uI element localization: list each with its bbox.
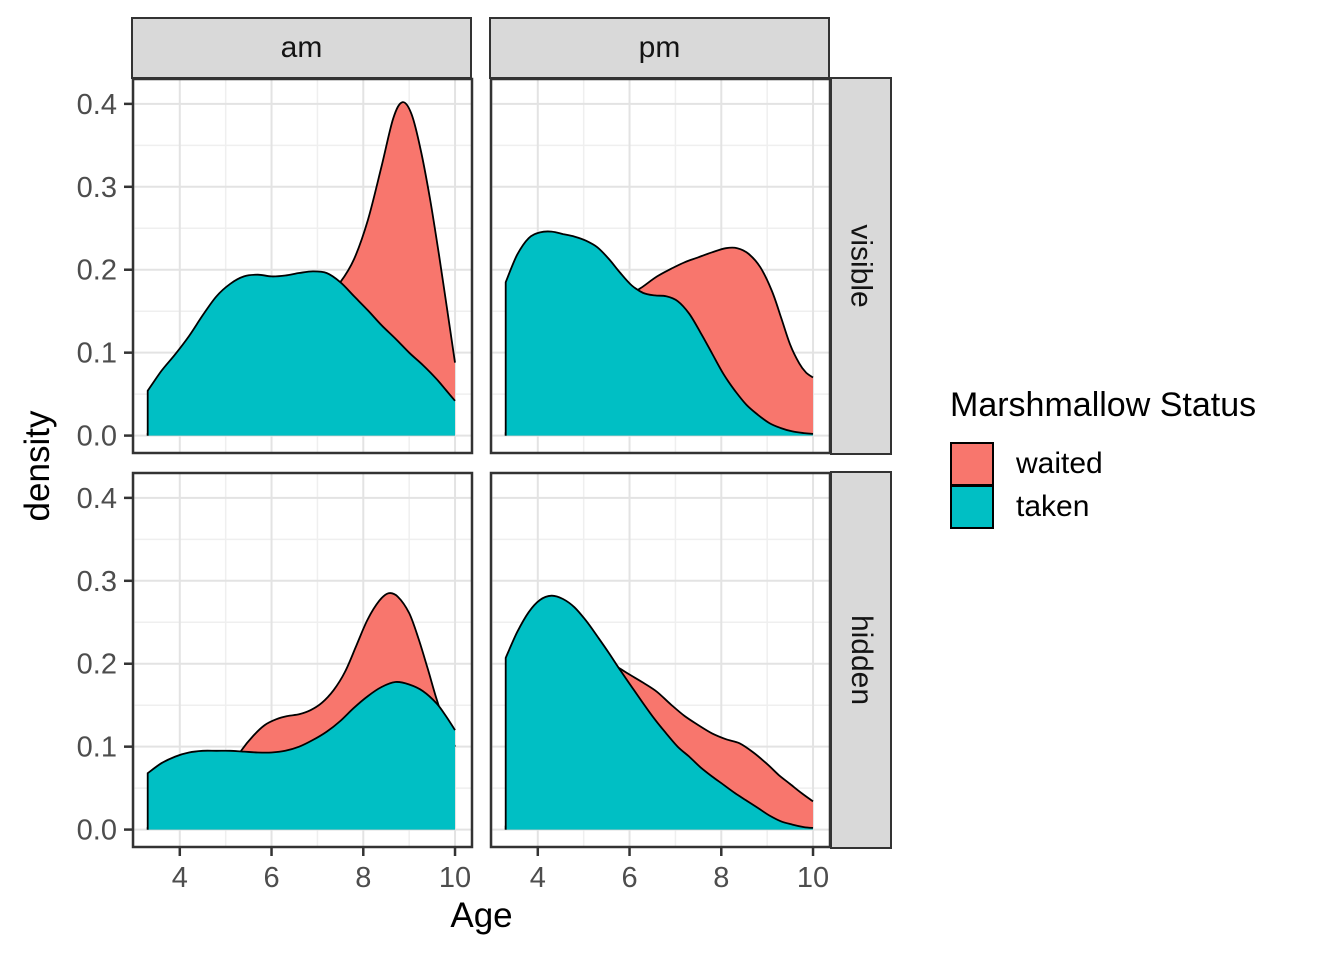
facet-strip-am: am: [131, 17, 472, 79]
y-tick-label: 0.4: [77, 483, 117, 515]
y-tick-label: 0.4: [77, 89, 117, 121]
x-tick-label: 6: [263, 862, 279, 894]
legend-item-waited: waited: [950, 441, 1256, 486]
y-tick-label: 0.3: [77, 172, 117, 204]
density-area-taken: [505, 595, 813, 830]
x-tick-label: 10: [439, 862, 471, 894]
y-tick-label: 0.0: [77, 815, 117, 847]
y-axis-title: density: [18, 410, 57, 522]
density-outline-taken: [146, 681, 456, 830]
y-tick-label: 0.3: [77, 566, 117, 598]
density-outline-taken: [146, 270, 456, 436]
facet-strip-hidden-label: hidden: [845, 614, 878, 706]
legend-label-waited: waited: [1016, 446, 1103, 480]
legend-title: Marshmallow Status: [950, 386, 1257, 424]
facet-strip-pm-label: pm: [638, 31, 681, 64]
x-axis-title: Age: [450, 896, 513, 935]
x-tick-label: 4: [172, 862, 188, 894]
y-tick-label: 0.2: [77, 649, 117, 681]
facet-strip-visible: visible: [830, 77, 892, 455]
legend: Marshmallow Status waited taken: [950, 386, 1257, 529]
legend-label-taken: taken: [1016, 489, 1090, 523]
facet-strip-pm: pm: [489, 17, 830, 79]
x-tick-label: 4: [530, 862, 546, 894]
panel-border: [131, 471, 474, 849]
density-outline-taken: [504, 594, 814, 830]
legend-swatch-taken: [950, 484, 994, 529]
legend-swatch-waited: [950, 441, 994, 486]
density-area-taken: [147, 681, 455, 830]
density-outline-taken: [504, 230, 814, 436]
y-tick-label: 0.0: [77, 421, 117, 453]
y-tick-label: 0.2: [77, 255, 117, 287]
x-tick-label: 8: [713, 862, 729, 894]
legend-item-taken: taken: [950, 484, 1256, 529]
density-area-taken: [505, 231, 813, 436]
y-tick-label: 0.1: [77, 732, 117, 764]
y-tick-label: 0.1: [77, 338, 117, 370]
facet-strip-am-label: am: [280, 31, 323, 64]
density-area-taken: [147, 271, 455, 436]
panel-border: [131, 77, 474, 455]
x-tick-label: 8: [355, 862, 371, 894]
x-tick-label: 6: [621, 862, 637, 894]
facet-strip-visible-label: visible: [845, 224, 878, 308]
x-tick-label: 10: [797, 862, 829, 894]
facet-strip-hidden: hidden: [830, 471, 892, 849]
